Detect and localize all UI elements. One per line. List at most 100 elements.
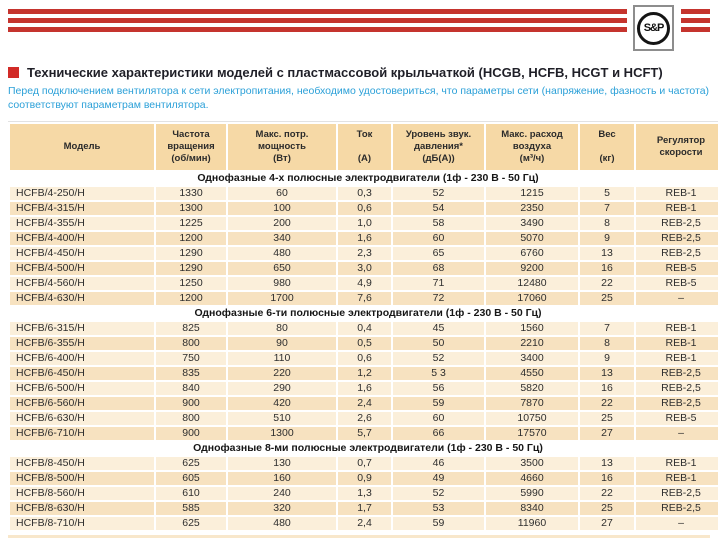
value-cell: 60 (393, 232, 484, 246)
value-cell: 7 (580, 202, 634, 216)
value-cell: 1,2 (338, 367, 391, 381)
column-header-line: Частота (172, 129, 210, 141)
value-cell: 52 (393, 352, 484, 366)
column-header-line: (А) (357, 153, 372, 165)
table-row: HCFB/4-355/H 1225 200 1,0 58 3490 8 REB-2,5 (10, 217, 718, 231)
column-header-line: вращения (167, 141, 215, 153)
column-header-line: Уровень звук. (405, 129, 472, 141)
value-cell: 71 (393, 277, 484, 291)
model-cell: HCFB/4-355/H (10, 217, 154, 231)
page-title: Технические характеристики моделей с пла… (27, 65, 663, 80)
column-header-line: Регулятор (656, 135, 706, 147)
value-cell: 1,0 (338, 217, 391, 231)
red-square-bullet-icon (8, 67, 19, 78)
value-cell: – (636, 292, 718, 306)
section-header-row: Однофазные 4-х полюсные электродвигатели… (10, 172, 718, 186)
table-row: HCFB/8-450/H 625 130 0,7 46 3500 13 REB-1 (10, 457, 718, 471)
value-cell: 220 (228, 367, 336, 381)
table-row: HCFB/4-500/H 1290 650 3,0 68 9200 16 REB-5 (10, 262, 718, 276)
value-cell: 130 (228, 457, 336, 471)
value-cell: 1300 (156, 202, 226, 216)
table-row: HCFB/4-400/H 1200 340 1,6 60 5070 9 REB-2,5 (10, 232, 718, 246)
value-cell: 4550 (486, 367, 578, 381)
value-cell: 3500 (486, 457, 578, 471)
value-cell: 58 (393, 217, 484, 231)
value-cell: REB-1 (636, 472, 718, 486)
red-stripe (8, 9, 627, 14)
value-cell: 7870 (486, 397, 578, 411)
value-cell: REB-1 (636, 202, 718, 216)
value-cell: 2,6 (338, 412, 391, 426)
value-cell: REB-1 (636, 187, 718, 201)
value-cell: – (636, 517, 718, 531)
value-cell: 625 (156, 517, 226, 531)
value-cell: 420 (228, 397, 336, 411)
value-cell: 240 (228, 487, 336, 501)
value-cell: REB-5 (636, 262, 718, 276)
value-cell: 56 (393, 382, 484, 396)
table-row: HCFB/8-560/H 610 240 1,3 52 5990 22 REB-2,5 (10, 487, 718, 501)
red-stripe (681, 27, 710, 32)
table-row: HCFB/6-450/H 835 220 1,2 5 3 4550 13 REB-2,5 (10, 367, 718, 381)
value-cell: – (636, 427, 718, 441)
section-title: Однофазные 4-х полюсные электродвигатели… (10, 172, 718, 186)
column-header-line: Модель (63, 141, 101, 153)
value-cell: 1560 (486, 322, 578, 336)
value-cell: 5820 (486, 382, 578, 396)
value-cell: 585 (156, 502, 226, 516)
table-row: HCFB/4-450/H 1290 480 2,3 65 6760 13 REB-2,5 (10, 247, 718, 261)
column-header: Регулятор скорости (636, 124, 718, 171)
table-row: HCFB/8-630/H 585 320 1,7 53 8340 25 REB-2,5 (10, 502, 718, 516)
column-header: Уровень звук. давления* (дБ(А)) (393, 124, 484, 171)
model-cell: HCFB/4-500/H (10, 262, 154, 276)
value-cell: 5 3 (393, 367, 484, 381)
value-cell: 7,6 (338, 292, 391, 306)
value-cell: 840 (156, 382, 226, 396)
model-cell: HCFB/6-560/H (10, 397, 154, 411)
value-cell: 13 (580, 367, 634, 381)
value-cell: 800 (156, 412, 226, 426)
value-cell: 900 (156, 397, 226, 411)
value-cell: 1250 (156, 277, 226, 291)
model-cell: HCFB/4-400/H (10, 232, 154, 246)
specs-table: Модель Частота вращения (об/мин) Макс. потр.… (8, 121, 718, 532)
model-cell: HCFB/6-500/H (10, 382, 154, 396)
value-cell: 650 (228, 262, 336, 276)
value-cell: 46 (393, 457, 484, 471)
model-cell: HCFB/4-450/H (10, 247, 154, 261)
value-cell: 160 (228, 472, 336, 486)
column-header-line: (Вт) (273, 153, 291, 165)
value-cell: 1,7 (338, 502, 391, 516)
value-cell: 0,4 (338, 322, 391, 336)
value-cell: 0,6 (338, 202, 391, 216)
table-row: HCFB/8-500/H 605 160 0,9 49 4660 16 REB-1 (10, 472, 718, 486)
top-banner: S&P (0, 0, 718, 52)
value-cell: 980 (228, 277, 336, 291)
value-cell: 50 (393, 337, 484, 351)
section-header-row: Однофазные 8-ми полюсные электродвигател… (10, 442, 718, 456)
value-cell: 72 (393, 292, 484, 306)
column-header-line: Ток (356, 129, 373, 141)
table-row: HCFB/6-315/H 825 80 0,4 45 1560 7 REB-1 (10, 322, 718, 336)
red-stripe (8, 18, 627, 23)
value-cell: 480 (228, 517, 336, 531)
value-cell: 9200 (486, 262, 578, 276)
red-stripe (681, 18, 710, 23)
value-cell: 800 (156, 337, 226, 351)
value-cell: 45 (393, 322, 484, 336)
model-cell: HCFB/6-450/H (10, 367, 154, 381)
column-header-line: (м³/ч) (519, 153, 545, 165)
value-cell: 66 (393, 427, 484, 441)
value-cell: 25 (580, 292, 634, 306)
value-cell: 835 (156, 367, 226, 381)
sp-logo: S&P (633, 5, 674, 51)
model-cell: HCFB/4-560/H (10, 277, 154, 291)
value-cell: 10750 (486, 412, 578, 426)
table-row: HCFB/6-355/H 800 90 0,5 50 2210 8 REB-1 (10, 337, 718, 351)
model-cell: HCFB/8-500/H (10, 472, 154, 486)
red-stripes-left (8, 5, 627, 32)
value-cell: 610 (156, 487, 226, 501)
value-cell: 605 (156, 472, 226, 486)
column-header: Вес (кг) (580, 124, 634, 171)
sp-logo-text: S&P (643, 22, 665, 34)
